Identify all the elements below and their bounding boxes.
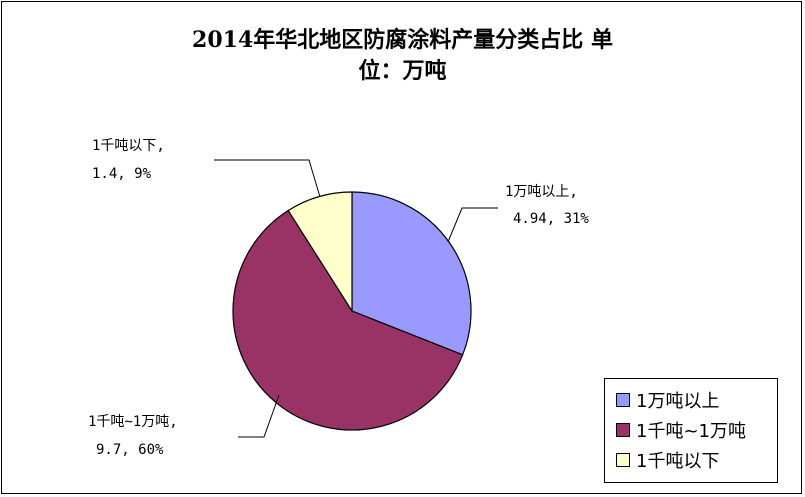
- chart-title-line-1: 2014年华北地区防腐涂料产量分类占比 单: [192, 27, 613, 53]
- legend-item-2: 1千吨~1万吨: [605, 415, 777, 445]
- legend-label-1: 1万吨以上: [636, 391, 720, 412]
- legend-label-3: 1千吨以下: [636, 451, 720, 472]
- data-label-2-line-1: 1千吨~1万吨,: [88, 414, 178, 430]
- pie-slice-3: [287, 191, 353, 314]
- chart-title-line-2: 位：万吨: [358, 58, 447, 84]
- data-label-3-line-2: 1.4, 9%: [92, 166, 152, 182]
- data-label-2-line-2: 9.7, 60%: [96, 442, 164, 458]
- chart-legend: 1万吨以上 1千吨~1万吨 1千吨以下: [604, 378, 778, 483]
- pie-slice-1: [351, 191, 472, 356]
- data-label-3-line-1: 1千吨以下,: [92, 138, 165, 154]
- legend-swatch-2: [616, 423, 630, 437]
- legend-swatch-3: [616, 453, 630, 467]
- leader-line-2: [238, 394, 280, 438]
- leader-line-3: [214, 159, 321, 198]
- leader-line-1: [447, 207, 498, 243]
- legend-item-1: 1万吨以上: [605, 385, 777, 415]
- data-label-1-line-2: 4.94, 31%: [513, 211, 589, 227]
- legend-item-3: 1千吨以下: [605, 445, 777, 475]
- legend-swatch-1: [616, 393, 630, 407]
- data-label-1-line-1: 1万吨以上,: [505, 184, 578, 200]
- legend-label-2: 1千吨~1万吨: [636, 421, 746, 442]
